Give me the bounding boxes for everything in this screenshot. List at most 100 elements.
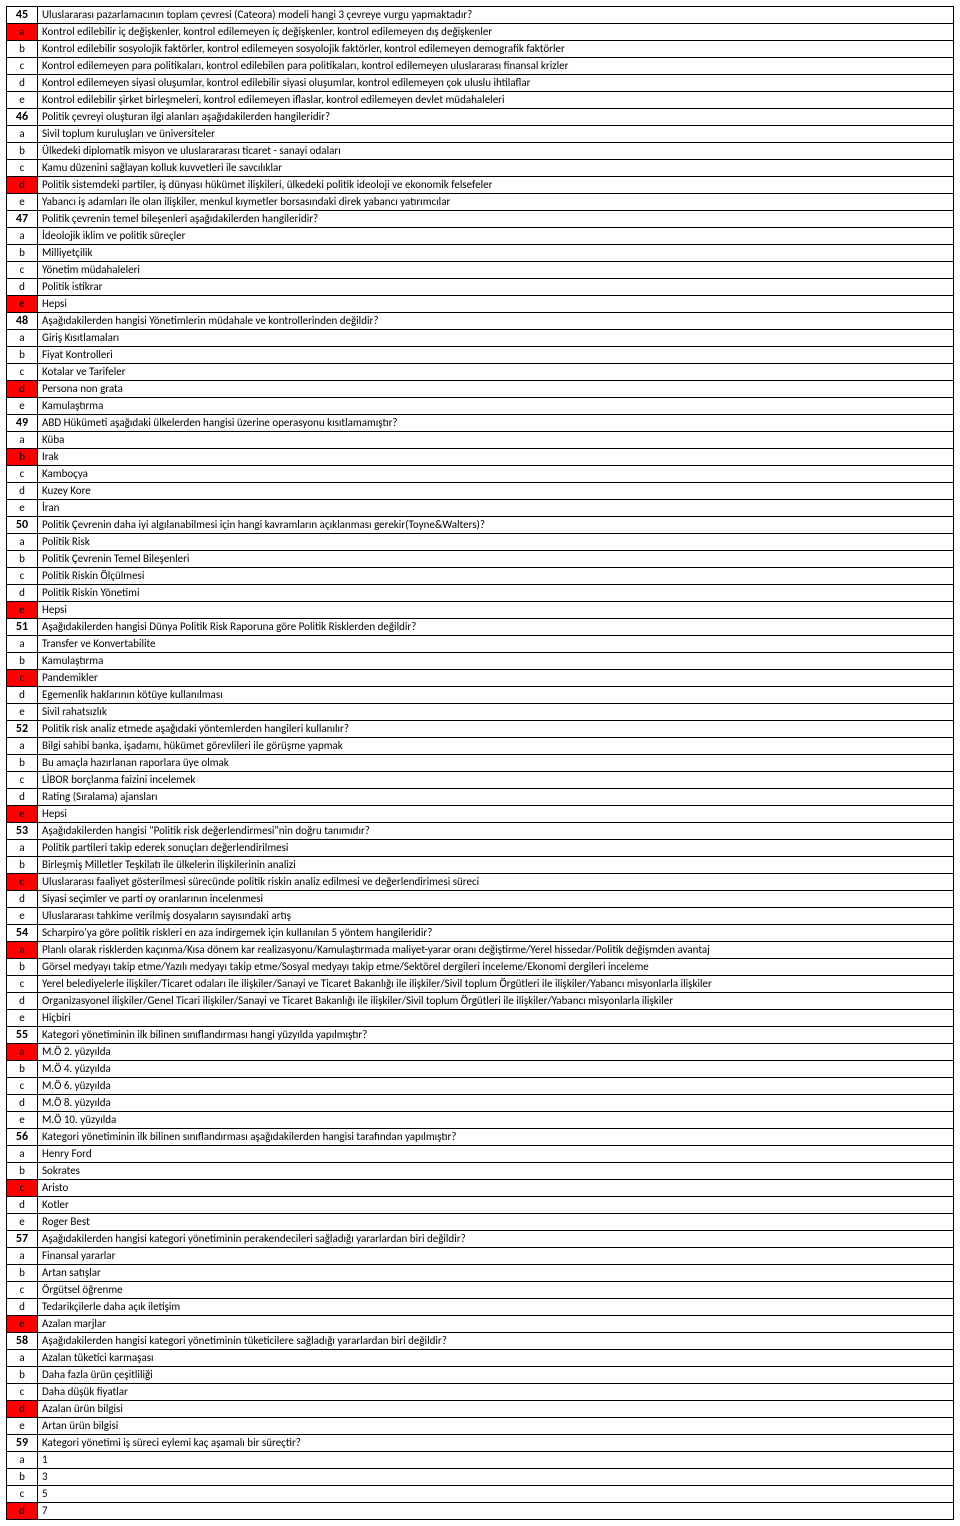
question-row: 53Aşağıdakilerden hangisi "Politik risk … — [7, 823, 954, 840]
option-row: d7 — [7, 1503, 954, 1520]
question-text: Scharpiro'ya göre politik riskleri en az… — [38, 925, 954, 942]
option-text: Politik Riskin Yönetimi — [38, 585, 954, 602]
option-text: Tedarikçilerle daha açık iletişim — [38, 1299, 954, 1316]
option-text: Daha düşük fiyatlar — [38, 1384, 954, 1401]
option-text: İdeolojik iklim ve politik süreçler — [38, 228, 954, 245]
option-row: cDaha düşük fiyatlar — [7, 1384, 954, 1401]
option-text: Kontrol edilebilir iç değişkenler, kontr… — [38, 24, 954, 41]
option-letter: e — [7, 1010, 38, 1027]
question-text: Kategori yönetimi iş süreci eylemi kaç a… — [38, 1435, 954, 1452]
option-text: Politik istikrar — [38, 279, 954, 296]
option-text: Aristo — [38, 1180, 954, 1197]
option-letter: c — [7, 772, 38, 789]
option-letter: d — [7, 381, 38, 398]
option-text: Giriş Kısıtlamaları — [38, 330, 954, 347]
question-row: 52Politik risk analiz etmede aşağıdaki y… — [7, 721, 954, 738]
option-text: Artan ürün bilgisi — [38, 1418, 954, 1435]
option-letter: d — [7, 75, 38, 92]
option-row: c5 — [7, 1486, 954, 1503]
option-row: cPandemikler — [7, 670, 954, 687]
option-text: Politik Risk — [38, 534, 954, 551]
option-text: Kotler — [38, 1197, 954, 1214]
option-letter: b — [7, 143, 38, 160]
option-text: Görsel medyayı takip etme/Yazılı medyayı… — [38, 959, 954, 976]
option-letter: a — [7, 1350, 38, 1367]
option-letter: e — [7, 1112, 38, 1129]
option-letter: e — [7, 1316, 38, 1333]
option-text: Kontrol edilebilir sosyolojik faktörler,… — [38, 41, 954, 58]
option-letter: a — [7, 1248, 38, 1265]
option-text: Kontrol edilebilir şirket birleşmeleri, … — [38, 92, 954, 109]
option-row: bDaha fazla ürün çeşitliliği — [7, 1367, 954, 1384]
option-letter: b — [7, 1061, 38, 1078]
option-text: Siyasi seçimler ve parti oy oranlarının … — [38, 891, 954, 908]
option-letter: c — [7, 160, 38, 177]
option-letter: e — [7, 908, 38, 925]
option-text: Ülkedeki diplomatik misyon ve uluslarara… — [38, 143, 954, 160]
option-letter: d — [7, 891, 38, 908]
option-row: aM.Ö 2. yüzyılda — [7, 1044, 954, 1061]
option-letter: b — [7, 245, 38, 262]
option-letter: e — [7, 1418, 38, 1435]
option-text: Birleşmiş Milletler Teşkilatı ile ülkele… — [38, 857, 954, 874]
option-text: Henry Ford — [38, 1146, 954, 1163]
option-text: Hepsi — [38, 602, 954, 619]
option-row: eHepsi — [7, 602, 954, 619]
option-row: aSivil toplum kuruluşları ve üniversitel… — [7, 126, 954, 143]
option-row: eHepsi — [7, 296, 954, 313]
option-text: Irak — [38, 449, 954, 466]
option-row: dPolitik sistemdeki partiler, iş dünyası… — [7, 177, 954, 194]
option-text: Persona non grata — [38, 381, 954, 398]
option-text: Sivil rahatsızlık — [38, 704, 954, 721]
option-letter: e — [7, 704, 38, 721]
option-text: Planlı olarak risklerden kaçınma/Kısa dö… — [38, 942, 954, 959]
option-row: cPolitik Riskin Ölçülmesi — [7, 568, 954, 585]
option-text: Politik Çevrenin Temel Bileşenleri — [38, 551, 954, 568]
option-text: M.Ö 2. yüzyılda — [38, 1044, 954, 1061]
option-letter: a — [7, 24, 38, 41]
option-letter: a — [7, 126, 38, 143]
option-text: Pandemikler — [38, 670, 954, 687]
option-text: Hepsi — [38, 296, 954, 313]
option-text: M.Ö 6. yüzyılda — [38, 1078, 954, 1095]
option-letter: e — [7, 602, 38, 619]
option-letter: c — [7, 874, 38, 891]
question-text: Aşağıdakilerden hangisi Yönetimlerin müd… — [38, 313, 954, 330]
question-text: Aşağıdakilerden hangisi Dünya Politik Ri… — [38, 619, 954, 636]
option-row: bArtan satışlar — [7, 1265, 954, 1282]
question-number: 48 — [7, 313, 38, 330]
option-row: aTransfer ve Konvertabilite — [7, 636, 954, 653]
option-row: eUluslararası tahkime verilmiş dosyaları… — [7, 908, 954, 925]
option-letter: a — [7, 1146, 38, 1163]
option-letter: e — [7, 806, 38, 823]
option-row: aPlanlı olarak risklerden kaçınma/Kısa d… — [7, 942, 954, 959]
option-letter: b — [7, 41, 38, 58]
option-text: Kontrol edilemeyen siyasi oluşumlar, kon… — [38, 75, 954, 92]
question-row: 47Politik çevrenin temel bileşenleri aşa… — [7, 211, 954, 228]
option-letter: d — [7, 1299, 38, 1316]
option-text: Hepsi — [38, 806, 954, 823]
option-row: cAristo — [7, 1180, 954, 1197]
quiz-table: 45Uluslararası pazarlamacının toplam çev… — [6, 6, 954, 1520]
option-row: eRoger Best — [7, 1214, 954, 1231]
option-row: aKüba — [7, 432, 954, 449]
option-text: Uluslararası tahkime verilmiş dosyaların… — [38, 908, 954, 925]
option-row: cLİBOR borçlanma faizini incelemek — [7, 772, 954, 789]
option-row: dKontrol edilemeyen siyasi oluşumlar, ko… — [7, 75, 954, 92]
option-row: dKotler — [7, 1197, 954, 1214]
option-row: bBirleşmiş Milletler Teşkilatı ile ülkel… — [7, 857, 954, 874]
option-letter: a — [7, 330, 38, 347]
option-letter: c — [7, 466, 38, 483]
option-row: bPolitik Çevrenin Temel Bileşenleri — [7, 551, 954, 568]
option-text: Rating (Sıralama) ajansları — [38, 789, 954, 806]
option-row: eYabancı iş adamları ile olan ilişkiler,… — [7, 194, 954, 211]
option-row: dPolitik Riskin Yönetimi — [7, 585, 954, 602]
option-letter: e — [7, 296, 38, 313]
option-row: aAzalan tüketici karmaşası — [7, 1350, 954, 1367]
question-text: Politik Çevrenin daha iyi algılanabilmes… — [38, 517, 954, 534]
option-text: M.Ö 10. yüzyılda — [38, 1112, 954, 1129]
option-text: Daha fazla ürün çeşitliliği — [38, 1367, 954, 1384]
option-row: aPolitik partileri takip ederek sonuçlar… — [7, 840, 954, 857]
option-row: bKontrol edilebilir sosyolojik faktörler… — [7, 41, 954, 58]
option-letter: d — [7, 177, 38, 194]
